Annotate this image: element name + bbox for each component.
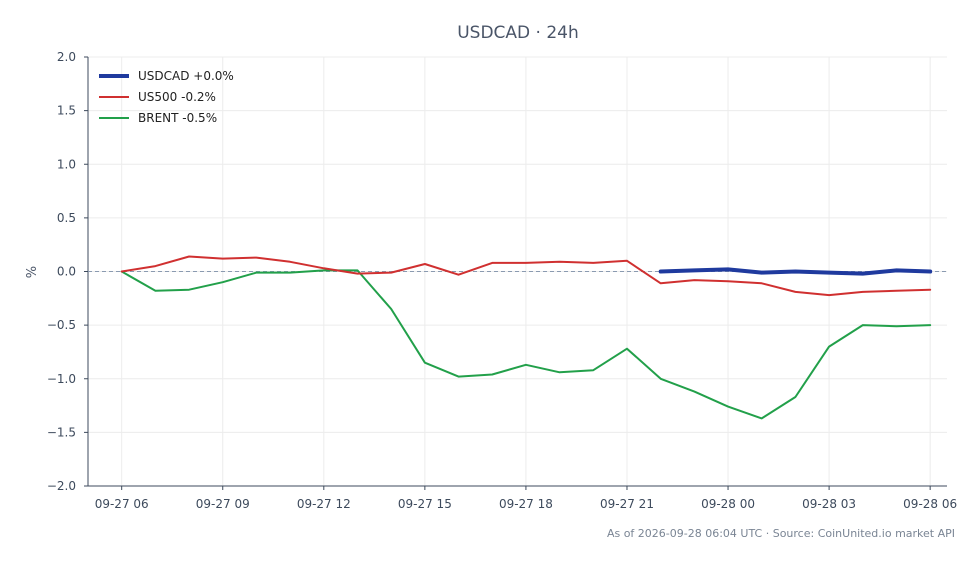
- series-line-2: [120, 255, 932, 297]
- legend-label: USDCAD +0.0%: [138, 69, 234, 83]
- x-tick-label: 09-28 00: [701, 497, 755, 511]
- x-tick-label: 09-27 15: [398, 497, 452, 511]
- y-tick-label: −0.5: [47, 318, 76, 332]
- x-tick-label: 09-27 12: [297, 497, 351, 511]
- chart-title: USDCAD · 24h: [457, 23, 579, 43]
- series-line-3: [120, 269, 932, 420]
- source-note: As of 2026-09-28 06:04 UTC · Source: Coi…: [607, 527, 955, 540]
- y-tick-label: 0.5: [57, 211, 76, 225]
- y-tick-label: 1.5: [57, 104, 76, 118]
- legend: USDCAD +0.0% US500 -0.2% BRENT -0.5%: [99, 69, 234, 125]
- legend-label: US500 -0.2%: [138, 90, 216, 104]
- y-tick-label: 2.0: [57, 50, 76, 64]
- x-tick-label: 09-27 18: [499, 497, 553, 511]
- x-tick-label: 09-27 21: [600, 497, 654, 511]
- y-axis-label: %: [25, 266, 40, 278]
- y-axis-ticks: 2.0 1.5 1.0 0.5 0.0 −0.5 −1.0 −1.5 −2.0: [47, 50, 88, 493]
- x-tick-label: 09-27 09: [196, 497, 250, 511]
- y-tick-label: 1.0: [57, 157, 76, 171]
- x-tick-label: 09-27 06: [95, 497, 149, 511]
- legend-label: BRENT -0.5%: [138, 111, 217, 125]
- x-tick-label: 09-28 06: [903, 497, 957, 511]
- y-tick-label: −1.5: [47, 425, 76, 439]
- series-lines: [120, 255, 933, 420]
- y-tick-label: −1.0: [47, 372, 76, 386]
- y-tick-label: −2.0: [47, 479, 76, 493]
- x-tick-label: 09-28 03: [802, 497, 856, 511]
- y-tick-label: 0.0: [57, 265, 76, 279]
- series-line-1: [658, 267, 933, 276]
- x-axis-ticks: 09-27 06 09-27 09 09-27 12 09-27 15 09-27 18…: [95, 486, 957, 511]
